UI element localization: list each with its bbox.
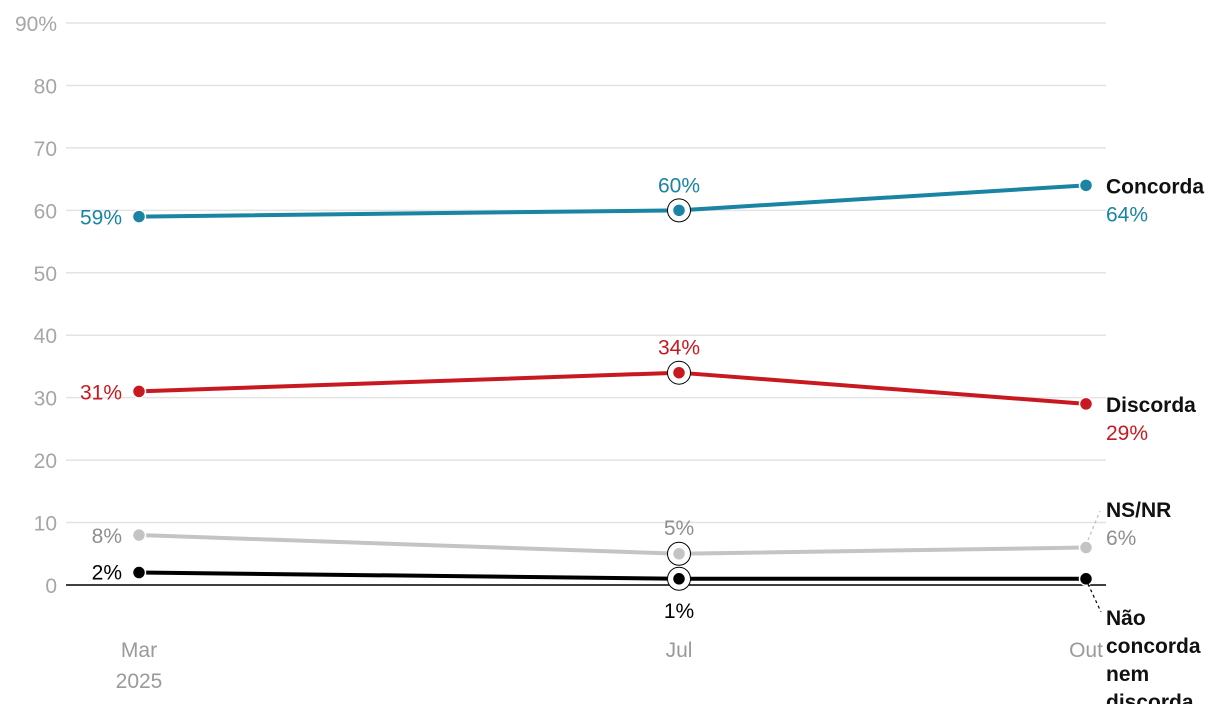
leader-line [1087,583,1102,613]
x-tick-sublabel: 2025 [116,670,163,693]
data-point [131,384,147,399]
series-line-0 [137,183,1088,219]
series-name-label: concorda [1106,635,1201,658]
data-label: 8% [92,525,122,548]
series-name-label: nem [1106,663,1149,686]
series-name-label: Não [1106,607,1146,630]
data-point [1078,396,1094,412]
x-tick-label: Mar [121,639,157,662]
data-label: 31% [80,381,122,404]
data-point [131,565,147,580]
y-tick-label: 70 [34,138,57,161]
y-tick-label: 30 [34,388,57,411]
series-line-2 [137,533,1088,556]
y-tick-label: 80 [34,75,57,98]
data-point [131,209,147,224]
y-tick-label: 60 [34,200,57,223]
series-group [131,178,1094,591]
x-tick-label: Out [1069,639,1103,662]
data-point [671,571,687,587]
data-point [1078,540,1094,555]
x-tick-label: Jul [666,639,693,662]
y-tick-label: 0 [45,575,57,598]
y-tick-label: 40 [34,325,57,348]
data-label: 29% [1106,422,1148,445]
data-label: 6% [1106,527,1136,550]
data-point [1078,178,1094,193]
data-label: 34% [658,337,700,360]
leader-line [1087,510,1101,541]
y-tick-label: 10 [34,513,57,536]
data-point [671,546,687,562]
x-axis: Mar 2025 Jul Out [116,639,1103,693]
grid-lines [66,22,1106,586]
series-name-label: Discorda [1106,394,1196,417]
series-name-label: discorda [1106,691,1194,704]
data-label: 60% [658,174,700,197]
data-label: 2% [92,562,122,585]
y-tick-label: 20 [34,450,57,473]
data-labels: 59% 60% 64% Concorda 31% 34% 29% Discorda 8% 5% NS… [80,174,1204,704]
data-label: 59% [80,207,122,230]
data-point [671,365,687,380]
series-name-label: Concorda [1106,175,1204,198]
y-tick-label: 50 [34,263,57,286]
series-line-3 [137,570,1088,581]
data-label: 1% [664,600,694,623]
series-line-1 [137,370,1088,406]
y-axis: 0 10 20 30 40 50 60 70 80 90% [15,13,57,598]
data-point [1078,571,1094,587]
data-label: 64% [1106,203,1148,226]
data-point [131,527,147,543]
data-label: 5% [664,517,694,540]
data-point [671,203,687,218]
series-name-label: NS/NR [1106,499,1171,522]
y-tick-label: 90% [15,13,57,36]
